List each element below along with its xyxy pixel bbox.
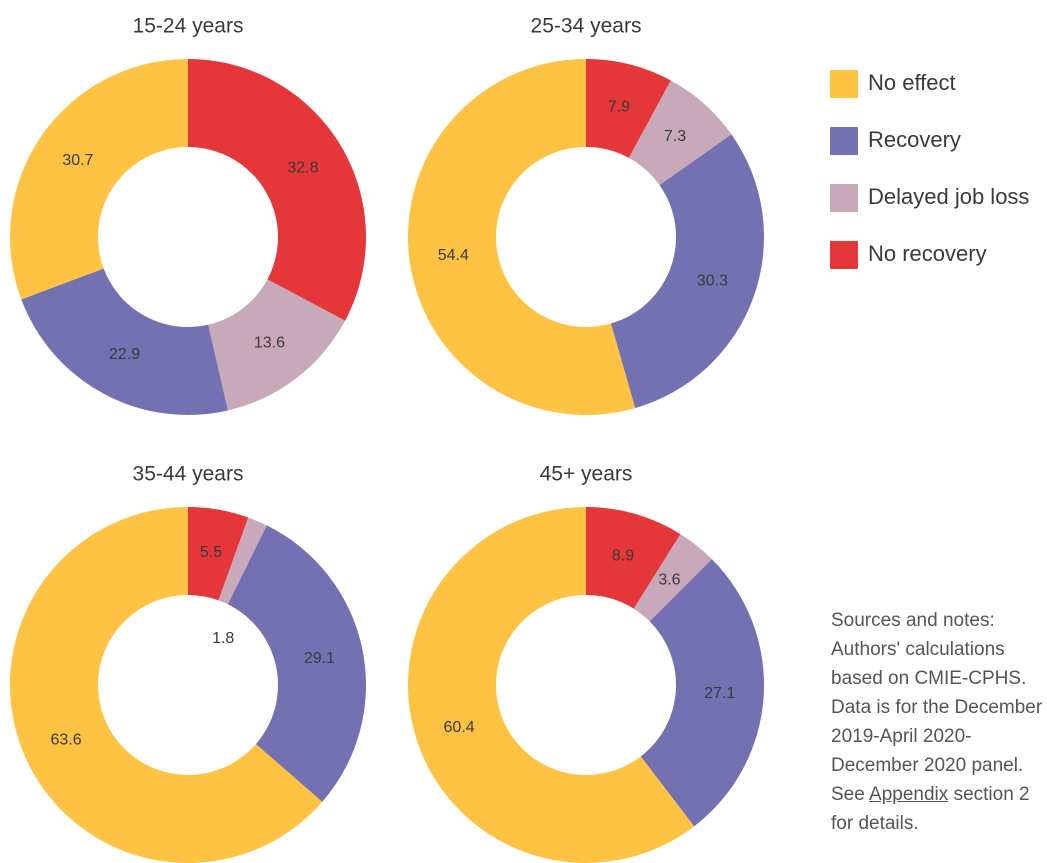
value-label: 54.4	[438, 247, 469, 264]
value-label: 22.9	[109, 346, 140, 363]
legend-swatch	[830, 127, 858, 155]
slice	[407, 507, 695, 863]
notes-text: Sources and notes: Authors' calculations…	[831, 610, 1043, 805]
slice	[586, 59, 671, 158]
value-label: 30.3	[697, 273, 728, 290]
chart-title: 25-34 years	[531, 15, 642, 38]
slice	[208, 279, 346, 411]
legend-swatch	[830, 184, 858, 212]
value-label: 29.1	[304, 650, 335, 667]
legend-swatch	[830, 241, 858, 269]
value-label: 7.3	[664, 128, 686, 145]
value-label: 27.1	[704, 685, 735, 702]
slice	[9, 59, 188, 300]
slice	[188, 507, 249, 601]
value-label: 63.6	[50, 732, 81, 749]
notes-after: section 2 for details.	[831, 784, 1030, 834]
value-label: 5.5	[200, 544, 222, 561]
value-label: 3.6	[658, 571, 680, 588]
slice	[408, 59, 636, 415]
slice	[628, 80, 732, 186]
chart-title: 35-44 years	[133, 463, 244, 486]
chart-title: 45+ years	[540, 463, 633, 486]
appendix-link[interactable]: Appendix	[869, 784, 949, 805]
legend-label: Delayed job loss	[868, 184, 1029, 209]
value-label: 7.9	[608, 98, 630, 115]
slice	[21, 268, 228, 415]
legend-label: No recovery	[868, 241, 987, 266]
slice	[586, 507, 681, 609]
slice	[633, 534, 712, 622]
value-label: 8.9	[612, 547, 634, 564]
slice	[640, 559, 765, 827]
notes: Sources and notes: Authors' calculations…	[831, 606, 1047, 838]
value-label: 30.7	[62, 152, 93, 169]
value-label: 1.8	[212, 630, 234, 647]
legend-label: Recovery	[868, 127, 961, 152]
slice	[10, 507, 323, 863]
value-label: 60.4	[444, 719, 475, 736]
chart-title: 15-24 years	[133, 15, 244, 38]
legend-swatch	[830, 70, 858, 98]
slice	[227, 525, 367, 802]
slice	[218, 517, 267, 605]
value-label: 13.6	[254, 335, 285, 352]
value-label: 32.8	[287, 159, 318, 176]
slice	[610, 134, 764, 409]
slice	[188, 59, 366, 321]
legend-label: No effect	[868, 70, 956, 95]
